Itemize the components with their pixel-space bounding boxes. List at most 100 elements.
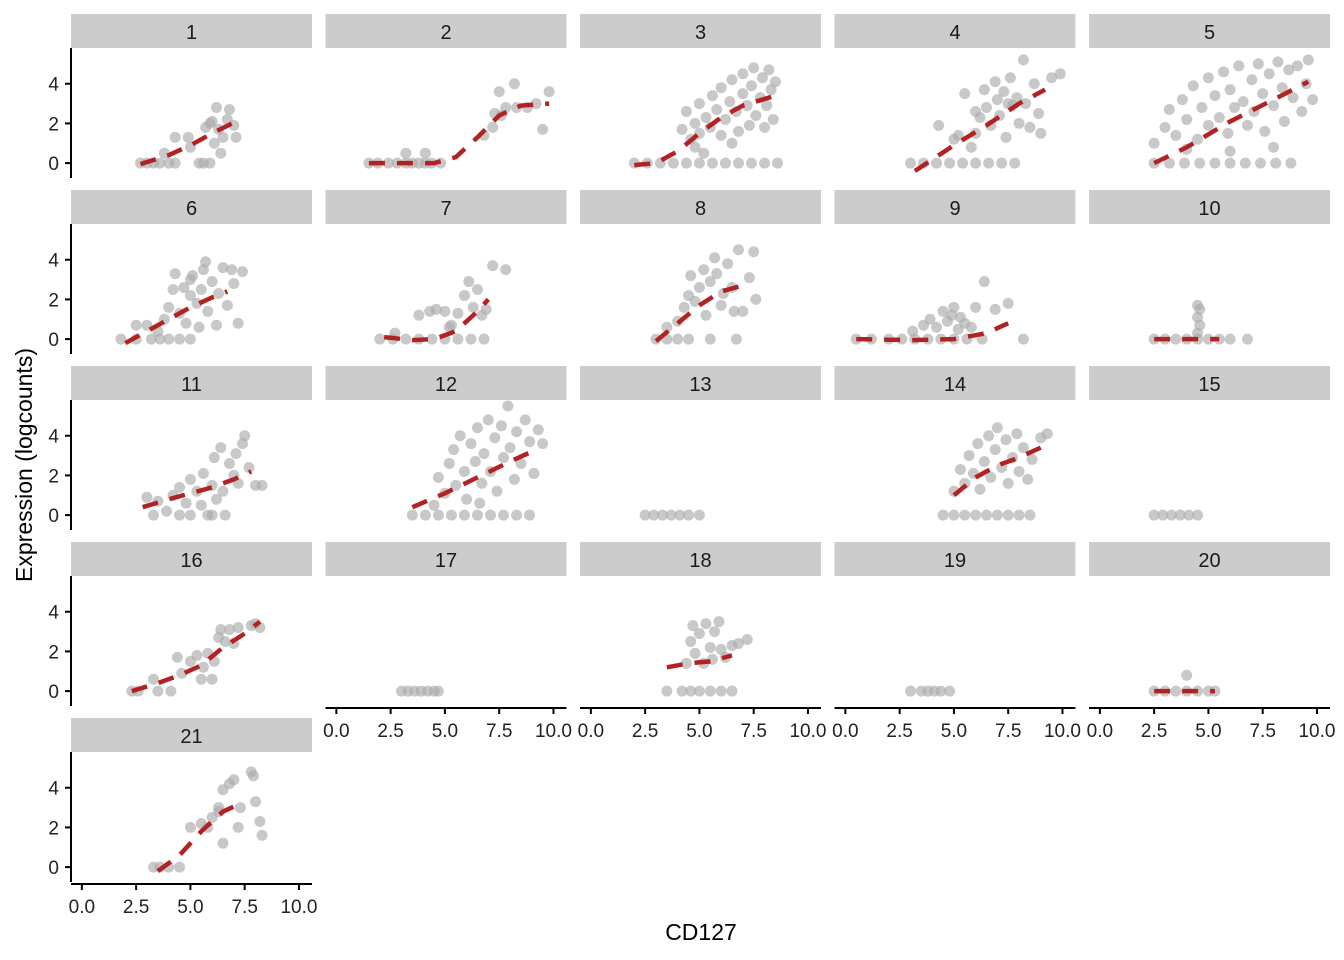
data-point	[382, 157, 394, 169]
data-point	[924, 313, 936, 325]
data-point	[204, 157, 216, 169]
facet-strip-label: 17	[435, 550, 457, 572]
data-point	[937, 305, 949, 317]
x-tick-label: 2.5	[632, 721, 658, 742]
y-tick-label: 0	[48, 682, 59, 703]
data-point	[772, 157, 784, 169]
data-point	[1287, 92, 1299, 104]
data-point	[952, 129, 964, 141]
data-point	[234, 802, 246, 814]
data-point	[374, 333, 386, 345]
data-point	[674, 509, 686, 521]
data-point	[178, 282, 190, 294]
data-point	[1278, 115, 1290, 127]
data-point	[432, 471, 444, 483]
data-point	[698, 147, 710, 159]
data-point	[1000, 131, 1012, 143]
data-point	[1002, 509, 1014, 521]
data-point	[959, 509, 971, 521]
facet-panel-3: 3	[580, 14, 821, 169]
data-point	[491, 485, 503, 497]
data-point	[978, 84, 990, 96]
data-point	[904, 685, 916, 697]
facet-strip-label: 13	[689, 374, 711, 396]
facet-strip	[580, 190, 821, 224]
facet-strip-label: 5	[1204, 22, 1215, 44]
y-tick-label: 4	[48, 779, 59, 800]
facet-strip-label: 15	[1198, 374, 1220, 396]
data-point	[217, 262, 229, 274]
data-point	[413, 309, 425, 321]
trend-line	[139, 119, 238, 167]
data-point	[200, 256, 212, 268]
data-point	[769, 76, 781, 88]
data-point	[1268, 141, 1280, 153]
data-point	[1270, 157, 1282, 169]
data-point	[965, 321, 977, 333]
data-point	[759, 157, 771, 169]
trend-line	[368, 101, 550, 166]
data-point	[450, 479, 462, 491]
data-point	[980, 102, 992, 114]
data-point	[152, 685, 164, 697]
data-point	[672, 333, 684, 345]
data-point	[465, 438, 477, 450]
data-point	[174, 481, 186, 493]
data-point	[1202, 333, 1214, 345]
data-point	[400, 147, 412, 159]
data-point	[732, 244, 744, 256]
facet-strip	[580, 542, 821, 576]
data-point	[715, 685, 727, 697]
facet-panel-2: 2	[325, 14, 567, 169]
facet-strip-label: 1	[186, 22, 197, 44]
data-point	[1196, 102, 1208, 114]
data-point	[493, 86, 505, 98]
data-point	[145, 333, 157, 345]
data-point	[458, 509, 470, 521]
facet-strip-label: 14	[944, 374, 966, 396]
facet-panel-13: 13	[580, 366, 821, 521]
data-point	[1257, 88, 1269, 100]
trend-line	[124, 289, 229, 346]
data-point	[1181, 113, 1193, 125]
data-point	[1174, 509, 1186, 521]
data-point	[174, 509, 186, 521]
data-point	[715, 299, 727, 311]
data-point	[970, 301, 982, 313]
data-point	[471, 283, 483, 295]
y-tick-label: 2	[48, 290, 59, 311]
data-point	[1202, 119, 1214, 131]
data-point	[169, 131, 181, 143]
data-point	[500, 264, 512, 276]
data-point	[432, 509, 444, 521]
facet-strip-label: 2	[440, 22, 451, 44]
data-point	[206, 276, 218, 288]
data-point	[1024, 509, 1036, 521]
data-point	[426, 333, 438, 345]
data-point	[489, 432, 501, 444]
data-point	[206, 115, 218, 127]
data-point	[169, 157, 181, 169]
data-point	[217, 131, 229, 143]
data-point	[478, 448, 490, 460]
facet-strip-label: 4	[949, 22, 960, 44]
data-point	[195, 283, 207, 295]
y-tick-label: 0	[48, 858, 59, 879]
x-tick-label: 2.5	[377, 721, 403, 742]
data-point	[498, 509, 510, 521]
facet-strip-label: 19	[944, 550, 966, 572]
data-point	[430, 303, 442, 315]
facet-panel-20: 20 0.0 2.5 5.0 7.5 10.0	[1087, 542, 1335, 742]
facet-panel-9: 9	[834, 190, 1076, 345]
data-point	[537, 123, 549, 135]
facet-panel-12: 12	[325, 366, 567, 521]
data-point	[1163, 104, 1175, 116]
facet-strip-label: 10	[1198, 198, 1220, 220]
data-point	[687, 620, 699, 632]
data-point	[158, 147, 170, 159]
y-tick-label: 0	[48, 154, 59, 175]
data-point	[1252, 58, 1264, 70]
trend-line	[634, 93, 777, 168]
data-point	[1009, 157, 1021, 169]
